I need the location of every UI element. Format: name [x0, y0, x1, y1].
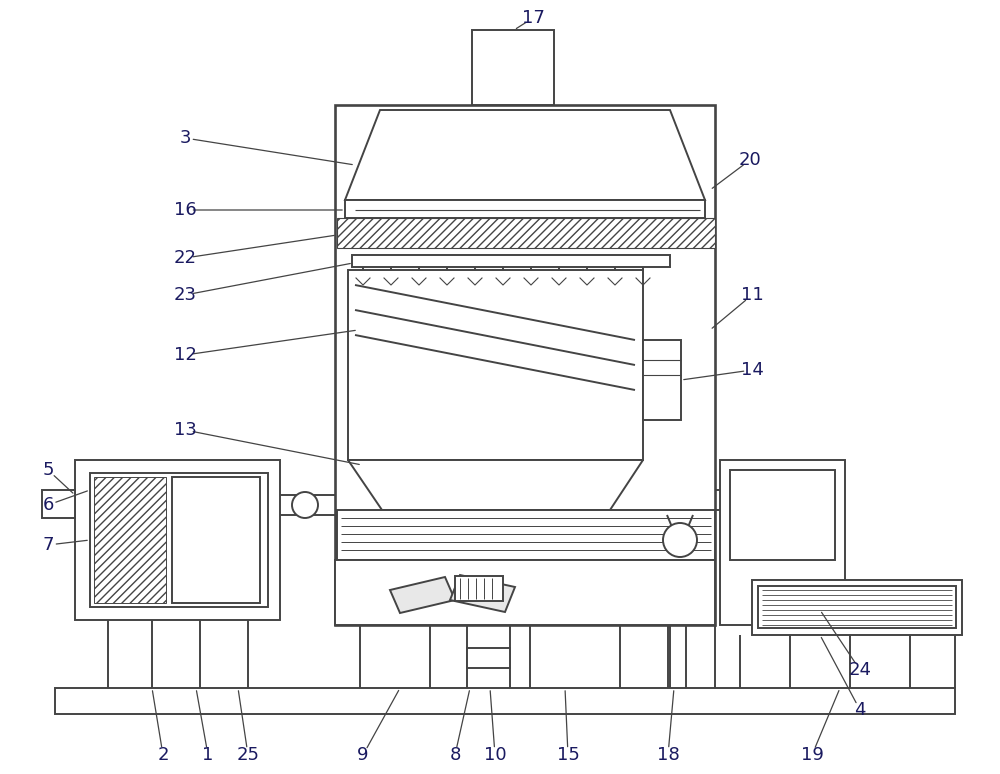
Text: 24: 24 — [848, 661, 872, 679]
Bar — [335, 105, 715, 625]
Text: 2: 2 — [157, 746, 169, 764]
Text: 17: 17 — [522, 9, 544, 27]
Bar — [730, 470, 835, 560]
Bar — [345, 200, 705, 218]
Bar — [720, 460, 845, 625]
Bar — [467, 648, 510, 668]
Text: 15: 15 — [557, 746, 579, 764]
Bar — [758, 586, 956, 628]
Bar — [337, 218, 715, 248]
Bar — [90, 473, 268, 607]
Text: 12: 12 — [174, 346, 196, 364]
Bar — [472, 30, 554, 105]
Text: 8: 8 — [449, 746, 461, 764]
Text: 5: 5 — [42, 461, 54, 479]
Text: 6: 6 — [42, 496, 54, 514]
Bar — [94, 477, 166, 603]
Bar — [42, 490, 75, 518]
Text: 10: 10 — [484, 746, 506, 764]
Bar — [752, 580, 962, 635]
Bar — [337, 510, 715, 560]
Circle shape — [292, 492, 318, 518]
Text: 1: 1 — [202, 746, 214, 764]
Text: 11: 11 — [741, 286, 763, 304]
Bar — [643, 340, 681, 420]
Polygon shape — [348, 460, 643, 510]
Text: 22: 22 — [174, 249, 196, 267]
Polygon shape — [450, 575, 515, 612]
Text: 3: 3 — [179, 129, 191, 147]
Bar — [75, 460, 280, 620]
Text: 18: 18 — [657, 746, 679, 764]
Bar — [55, 688, 955, 714]
Text: 14: 14 — [741, 361, 763, 379]
Bar — [172, 477, 260, 603]
Text: 19: 19 — [801, 746, 823, 764]
Text: 7: 7 — [42, 536, 54, 554]
Text: 23: 23 — [174, 286, 196, 304]
Bar — [352, 255, 670, 267]
Circle shape — [663, 523, 697, 557]
Text: 4: 4 — [854, 701, 866, 719]
Text: 9: 9 — [357, 746, 369, 764]
Text: 13: 13 — [174, 421, 196, 439]
Text: 20: 20 — [739, 151, 761, 169]
Polygon shape — [390, 577, 455, 613]
Polygon shape — [345, 110, 705, 200]
Bar — [335, 560, 715, 625]
Text: 25: 25 — [237, 746, 260, 764]
Bar — [455, 576, 503, 601]
Bar — [348, 270, 643, 460]
Text: 16: 16 — [174, 201, 196, 219]
